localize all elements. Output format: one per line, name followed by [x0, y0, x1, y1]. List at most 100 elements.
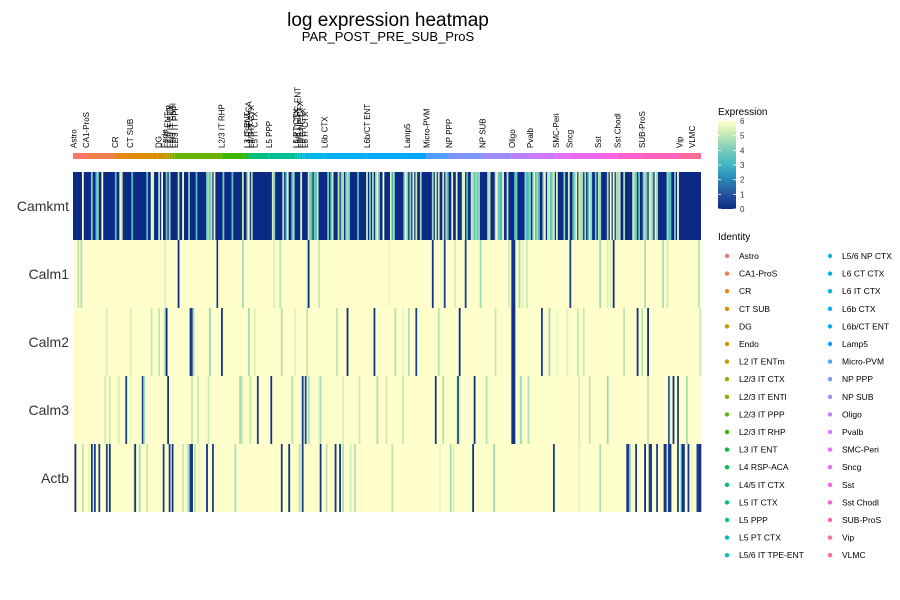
group-bar-4 — [157, 153, 165, 159]
heatmap-cell — [307, 376, 310, 444]
heatmap-cell — [479, 240, 482, 308]
identity-legend-label: Vip — [842, 533, 854, 543]
column-label: L6b/CT ENT — [363, 104, 372, 148]
heatmap-cell — [146, 444, 149, 512]
heatmap-cell — [256, 376, 259, 444]
group-bar-34 — [679, 153, 692, 159]
group-bar-20 — [304, 153, 325, 159]
heatmap-cell — [506, 172, 509, 240]
column-label: L6 CT CTX — [299, 107, 308, 148]
heatmap-cell — [526, 240, 528, 308]
heatmap-cell — [502, 172, 504, 240]
heatmap-row-Calm2 — [73, 308, 701, 376]
heatmap-cell — [638, 172, 640, 240]
heatmap-cell — [186, 444, 189, 512]
heatmap-cell — [191, 308, 193, 376]
heatmap-cell — [527, 376, 530, 444]
column-label: CT SUB — [126, 119, 135, 148]
identity-legend-dot — [827, 535, 833, 540]
heatmap-cell — [443, 240, 446, 308]
identity-legend-label: L5 IT CTX — [739, 497, 778, 507]
heatmap-cell — [192, 308, 195, 376]
column-label: Pvalb — [526, 127, 535, 148]
column-label: L5 PPP — [265, 121, 274, 148]
heatmap-cell — [189, 308, 192, 376]
heatmap-cell — [346, 172, 349, 240]
gene-label: Calm1 — [29, 266, 70, 282]
identity-legend-dot — [827, 517, 833, 523]
identity-legend-label: Astro — [739, 251, 759, 261]
heatmap-cell — [336, 308, 338, 376]
group-bar-24 — [425, 153, 449, 159]
heatmap-cell — [340, 172, 343, 240]
heatmap-cell — [216, 240, 219, 308]
heatmap-cell — [473, 172, 476, 240]
identity-legend-dot — [724, 377, 730, 382]
heatmap-cell — [463, 172, 466, 240]
heatmap-cell — [683, 444, 685, 512]
heatmap-cell — [578, 444, 581, 512]
identity-legend-label: L6 IT CTX — [842, 286, 881, 296]
column-label: L2/3 IT ENTl — [169, 103, 178, 148]
identity-legend-dot — [827, 500, 833, 505]
identity-legend-dot — [724, 253, 730, 259]
column-label: Astro — [70, 129, 79, 148]
identity-legend-title: Identity — [718, 232, 750, 243]
heatmap-cell — [108, 376, 111, 444]
heatmap-cell — [650, 172, 652, 240]
heatmap-cell — [588, 172, 591, 240]
heatmap-cell — [108, 444, 111, 512]
heatmap-cell — [650, 444, 652, 512]
heatmap-cell — [209, 172, 211, 240]
heatmap-cell — [234, 444, 237, 512]
heatmap-cell — [250, 172, 253, 240]
identity-legend-dot — [724, 306, 730, 311]
heatmap-cell — [647, 308, 649, 376]
heatmap-cell — [476, 172, 479, 240]
heatmap-cell — [533, 172, 536, 240]
heatmap-cell — [623, 308, 626, 376]
group-bar-22 — [366, 153, 407, 159]
identity-legend-dot — [827, 289, 833, 294]
heatmap-cell — [493, 444, 495, 512]
heatmap-cell — [644, 444, 646, 512]
heatmap-cell — [636, 308, 639, 376]
column-label: L2/3 IT PPP — [171, 105, 180, 148]
heatmap-cell — [590, 172, 593, 240]
identity-legend-label: L3 IT ENT — [739, 445, 778, 455]
heatmap-cell — [327, 172, 329, 240]
identity-legend-label: L5 PT CTX — [739, 533, 781, 543]
heatmap-cell — [378, 172, 380, 240]
heatmap-cell — [188, 444, 190, 512]
heatmap-cell — [114, 172, 117, 240]
heatmap-cell — [401, 376, 404, 444]
heatmap-cell — [375, 172, 377, 240]
identity-legend-dot — [724, 482, 730, 487]
heatmap-cell — [579, 172, 582, 240]
identity-legend-label: CR — [739, 286, 751, 296]
heatmap-cell — [566, 308, 569, 376]
identity-legend-label: Sst — [842, 480, 855, 490]
heatmap-cell — [280, 444, 283, 512]
identity-legend-label: L4/5 IT CTX — [739, 480, 785, 490]
heatmap-cell — [437, 308, 440, 376]
heatmap-cell — [348, 172, 350, 240]
heatmap-cell — [663, 444, 666, 512]
heatmap-cell — [391, 172, 394, 240]
heatmap-cell — [247, 308, 250, 376]
heatmap-cell — [346, 308, 349, 376]
group-bar-35 — [691, 153, 701, 159]
heatmap-cell — [105, 444, 108, 512]
heatmap-cell — [218, 240, 220, 308]
heatmap-cell — [403, 172, 406, 240]
colorbar-tick-label: 1 — [740, 190, 745, 199]
identity-legend-label: Endo — [739, 339, 759, 349]
heatmap-cell — [599, 172, 602, 240]
heatmap-cell — [632, 172, 635, 240]
heatmap-cell — [612, 172, 615, 240]
heatmap-cell — [241, 376, 244, 444]
identity-legend-label: L6b CTX — [842, 304, 876, 314]
column-label: L2 IT ENTm — [164, 105, 173, 148]
heatmap-cell — [189, 444, 192, 512]
heatmap-cell — [487, 172, 489, 240]
